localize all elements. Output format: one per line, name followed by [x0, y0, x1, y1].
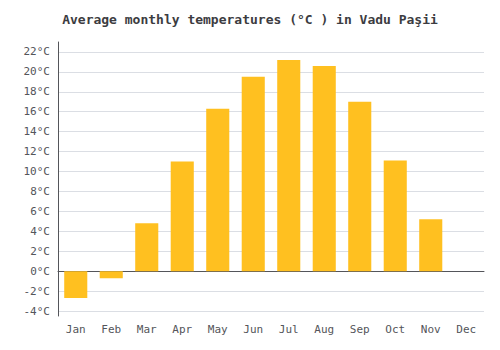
svg-text:Apr: Apr — [172, 323, 192, 336]
svg-text:2°C: 2°C — [30, 245, 50, 258]
svg-text:Dec: Dec — [456, 323, 476, 336]
svg-text:0°C: 0°C — [30, 265, 50, 278]
svg-text:12°C: 12°C — [24, 145, 51, 158]
svg-text:Aug: Aug — [314, 323, 334, 336]
svg-text:Nov: Nov — [421, 323, 441, 336]
svg-text:4°C: 4°C — [30, 225, 50, 238]
svg-text:22°C: 22°C — [24, 45, 51, 58]
svg-text:May: May — [208, 323, 228, 336]
svg-text:Jun: Jun — [243, 323, 263, 336]
svg-text:6°C: 6°C — [30, 205, 50, 218]
svg-text:16°C: 16°C — [24, 105, 51, 118]
svg-text:Sep: Sep — [350, 323, 370, 336]
svg-text:18°C: 18°C — [24, 85, 51, 98]
svg-text:Jan: Jan — [66, 323, 86, 336]
svg-text:Mar: Mar — [137, 323, 157, 336]
svg-text:10°C: 10°C — [24, 165, 51, 178]
svg-text:Oct: Oct — [385, 323, 405, 336]
svg-text:-4°C: -4°C — [24, 305, 51, 318]
svg-text:Jul: Jul — [279, 323, 299, 336]
svg-text:14°C: 14°C — [24, 125, 51, 138]
svg-text:Feb: Feb — [101, 323, 121, 336]
svg-text:-2°C: -2°C — [24, 285, 51, 298]
svg-text:Average monthly temperatures (: Average monthly temperatures (°C ) in Va… — [62, 12, 438, 27]
svg-text:20°C: 20°C — [24, 65, 51, 78]
svg-text:8°C: 8°C — [30, 185, 50, 198]
